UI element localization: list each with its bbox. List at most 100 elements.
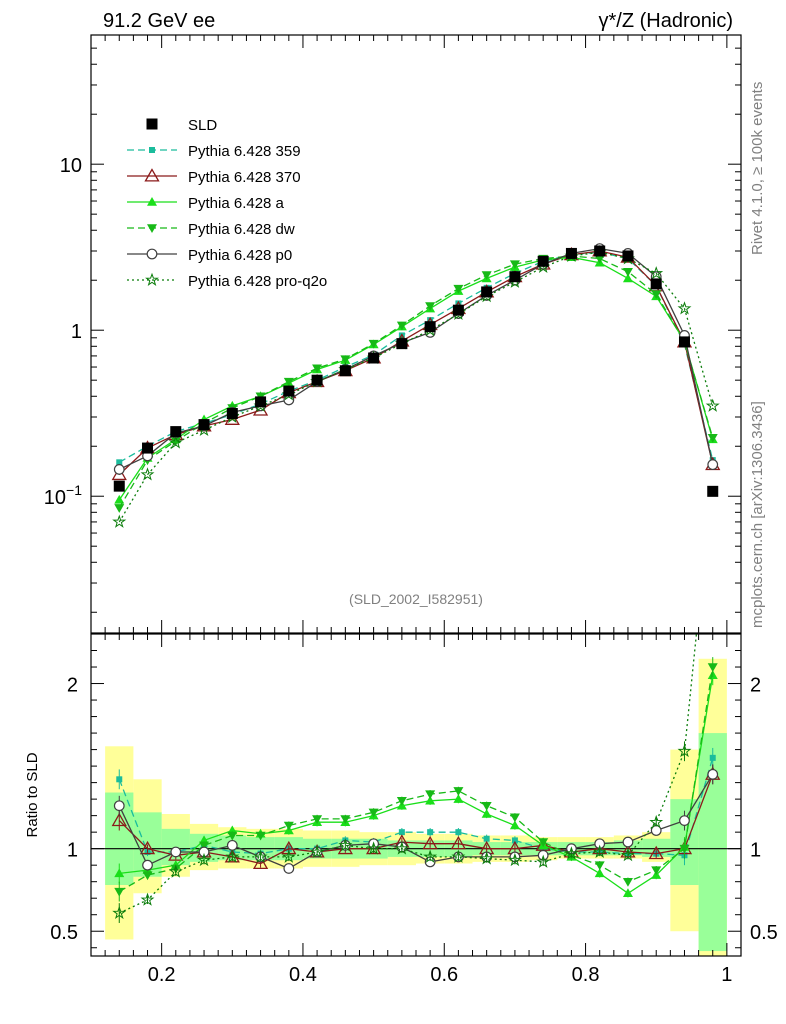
ratio-point: [283, 821, 294, 831]
ratio-point: [451, 849, 466, 863]
ratio-point: [227, 831, 238, 841]
ratio-ytick-labels: 2 2 1 1 0.5 0.5: [50, 675, 778, 945]
ratio-point: [196, 852, 212, 867]
ratio-point: [396, 797, 407, 806]
ratio-point: [114, 887, 125, 897]
data-point: [622, 267, 633, 277]
data-point: [427, 317, 434, 324]
data-point: [425, 302, 436, 311]
data-point: [116, 459, 123, 466]
data-point: [396, 321, 407, 331]
legend-label: Pythia 6.428 p0: [188, 247, 292, 264]
data-point: [651, 290, 662, 300]
series-pdw: [114, 252, 718, 513]
data-point: [226, 407, 238, 419]
ratio-point: [224, 849, 240, 863]
main-panel: 10 1 10−1 (SLD_2002_I582951) SLD Pythia 6.4…: [44, 34, 742, 634]
x-tick-label: 1: [721, 964, 732, 986]
ratio-point: [679, 844, 690, 854]
data-point: [114, 494, 125, 504]
ratio-point: [312, 815, 323, 824]
ratio-point: [139, 840, 156, 855]
data-point: [168, 435, 183, 449]
data-point: [481, 286, 493, 298]
data-point: [481, 271, 492, 281]
data-point: [677, 301, 692, 315]
data-point: [311, 374, 323, 386]
data-point: [368, 352, 380, 364]
ratio-panel: 2 2 1 1 0.5 0.5 0.2 0.4 0.6 0.8 1 Ratio to SLD: [24, 633, 778, 986]
data-point: [509, 260, 520, 270]
data-point: [283, 385, 295, 397]
y-tick-label: 1: [71, 321, 82, 343]
legend-label: SLD: [188, 117, 217, 134]
ratio-point: [340, 815, 351, 824]
ratio-point: [114, 868, 125, 878]
data-point: [649, 266, 664, 280]
ratio-point: [649, 814, 664, 829]
ratio-point: [225, 849, 240, 863]
data-point: [113, 464, 125, 475]
ratio-point: [199, 841, 210, 851]
ratio-point: [338, 838, 353, 852]
ratio-ticks: [90, 634, 742, 956]
series-line: [118, 256, 714, 501]
legend-entry-p370: Pythia 6.428 370: [127, 168, 301, 186]
x-tick-label: 0.6: [430, 964, 458, 986]
x-tick-label: 0.4: [289, 964, 317, 986]
ratio-point: [507, 852, 522, 867]
legend-entry-p359: Pythia 6.428 359: [127, 143, 301, 160]
data-point: [170, 437, 181, 447]
ratio-point: [112, 905, 127, 920]
ratio-point: [479, 851, 494, 865]
legend-marker: [144, 168, 160, 182]
ratio-point: [536, 854, 551, 868]
ratio-point: [422, 835, 438, 850]
data-point: [142, 442, 154, 454]
data-point: [424, 321, 436, 333]
legend-marker: [145, 272, 159, 286]
legend: SLD Pythia 6.428 359 Pythia 6.428 370 Pythi…: [127, 117, 327, 290]
series-sld: [113, 245, 719, 497]
ratio-point: [648, 845, 664, 860]
ratio-point: [226, 839, 238, 851]
ratio-point: [113, 800, 125, 812]
ratio-point: [427, 829, 434, 836]
legend-marker: [146, 248, 158, 260]
ratio-point: [283, 863, 295, 874]
data-point: [707, 459, 719, 471]
y-tick-label: 10−1: [44, 482, 82, 509]
series-line: [118, 251, 714, 463]
data-point: [594, 254, 605, 264]
ratio-point: [707, 663, 718, 673]
ratio-point: [620, 847, 635, 862]
data-point: [283, 377, 294, 387]
ratio-point: [310, 844, 325, 858]
ratio-point: [707, 768, 719, 780]
data-point: [622, 273, 633, 283]
data-point: [396, 338, 408, 350]
side-mcplots-label: mcplots.cern.ch [arXiv:1306.3436]: [749, 401, 766, 628]
ratio-frame: [90, 633, 742, 957]
ratio-point: [592, 844, 607, 858]
legend-marker: [147, 224, 157, 233]
ratio-point: [453, 794, 464, 803]
legend-entry-pdw: Pythia 6.428 dw: [127, 221, 295, 238]
ratio-point: [594, 868, 605, 878]
data-point: [622, 250, 634, 262]
x-tick-label: 0.8: [572, 964, 600, 986]
ratio-point: [425, 795, 436, 805]
data-point: [594, 245, 606, 257]
legend-marker: [149, 147, 155, 153]
ratio-point: [679, 815, 690, 826]
y-tick-label: 10: [60, 155, 82, 177]
data-point: [340, 355, 351, 365]
ratio-y-axis-label: Ratio to SLD: [24, 752, 41, 837]
ratio-point: [622, 877, 633, 887]
data-point: [312, 364, 323, 374]
series-line: [118, 251, 714, 523]
data-point: [112, 514, 127, 528]
data-point: [455, 300, 462, 307]
main-ticks: [90, 34, 742, 633]
